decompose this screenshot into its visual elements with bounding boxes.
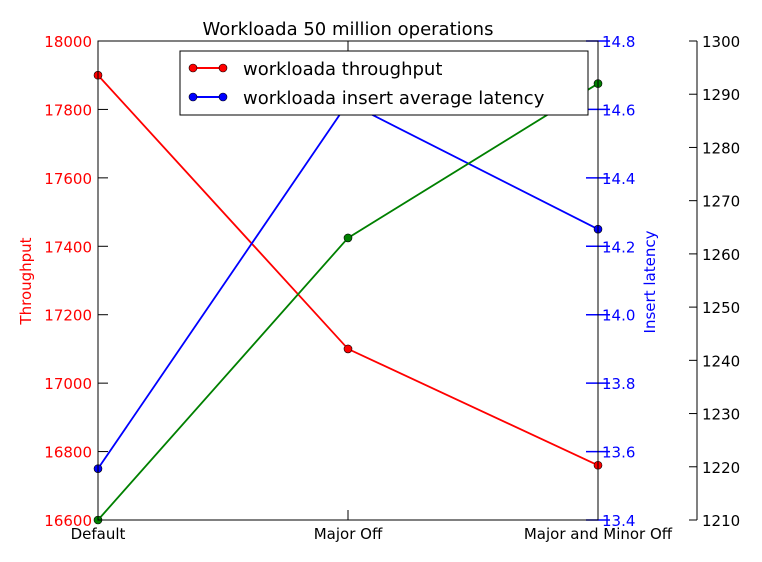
chart-title: Workloada 50 million operations — [203, 19, 494, 40]
y-right-tick-label: 13.6 — [602, 444, 635, 462]
legend-label-latency: workloada insert average latency — [243, 88, 545, 109]
x-tick-label: Major Off — [314, 525, 383, 543]
y-left-tick-label: 17000 — [44, 375, 92, 393]
x-tick-label: Default — [71, 525, 126, 543]
far-right-tick-label: 1240 — [702, 352, 740, 370]
legend-marker-throughput — [188, 63, 198, 73]
far-right-tick-label: 1210 — [702, 512, 740, 530]
series-line-2 — [97, 82, 599, 521]
far-right-tick-label: 1290 — [702, 86, 740, 104]
series-layer — [93, 70, 603, 525]
y-left-tick-label: 17400 — [44, 238, 92, 256]
x-tick-label: Major and Minor Off — [524, 525, 673, 543]
far-right-tick-label: 1250 — [702, 299, 740, 317]
legend-box — [179, 50, 589, 116]
legend-marker-latency — [218, 92, 228, 102]
series-line-0 — [97, 74, 599, 467]
far-right-tick-label: 1270 — [702, 193, 740, 211]
legend: workloada throughput workloada insert av… — [179, 50, 589, 116]
far-right-tick-label: 1220 — [702, 459, 740, 477]
data-point-series-2 — [343, 233, 353, 243]
y-right-tick-label: 14.0 — [602, 307, 635, 325]
y-left-tick-label: 17800 — [44, 101, 92, 119]
y-right-tick-label: 13.4 — [602, 512, 635, 530]
far-right-tick-label: 1300 — [702, 33, 740, 51]
y-left-tick-label: 17600 — [44, 170, 92, 188]
far-right-tick-label: 1260 — [702, 246, 740, 264]
legend-marker-throughput — [218, 63, 228, 73]
data-point-series-0 — [343, 344, 353, 354]
plot-frame — [97, 40, 599, 521]
y-left-tick-label: 16600 — [44, 512, 92, 530]
y-right-tick-label: 14.6 — [602, 101, 635, 119]
y-axis-left-label: Throughput — [17, 237, 35, 325]
y-axis-right-label: Insert latency — [641, 230, 659, 333]
y-right-tick-label: 14.8 — [602, 33, 635, 51]
y-right-tick-label: 14.4 — [602, 170, 635, 188]
y-left-tick-label: 18000 — [44, 33, 92, 51]
tick-layer: 16600 16800 17000 17200 17400 17600 17800 18000… — [44, 33, 740, 543]
y-left-tick-label: 17200 — [44, 307, 92, 325]
y-left-tick-label: 16800 — [44, 444, 92, 462]
legend-label-throughput: workloada throughput — [243, 59, 442, 80]
y-right-tick-label: 14.2 — [602, 238, 635, 256]
legend-marker-latency — [188, 92, 198, 102]
far-right-tick-label: 1280 — [702, 139, 740, 157]
y-right-tick-label: 13.8 — [602, 375, 635, 393]
far-right-tick-label: 1230 — [702, 406, 740, 424]
